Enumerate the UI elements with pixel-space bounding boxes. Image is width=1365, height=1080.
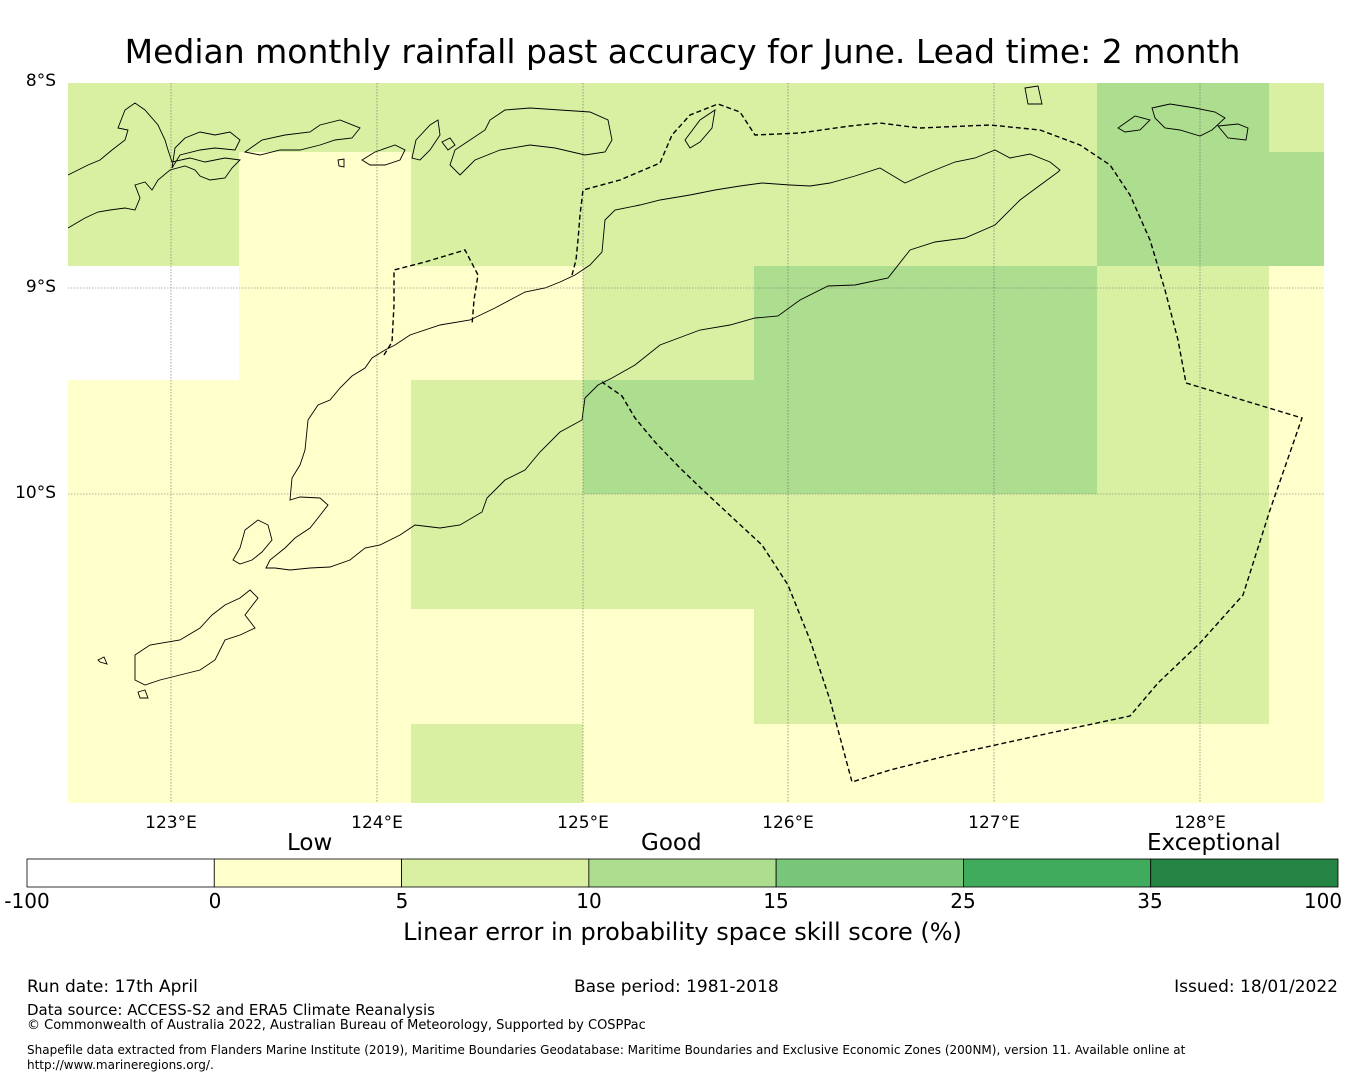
eez-boundary <box>383 103 1303 783</box>
flores-coast-outline <box>67 102 241 229</box>
small-island-outline <box>137 689 149 699</box>
grid-cell <box>583 380 754 494</box>
lat-label-9s: 9°S <box>25 277 56 297</box>
small-island-outline <box>411 119 441 161</box>
lat-label-8s: 8°S <box>25 71 56 91</box>
colorbar-tick-label: 100 <box>1303 889 1343 913</box>
colorbar-segment <box>26 858 215 888</box>
copyright-notice: © Commonwealth of Australia 2022, Austra… <box>27 1018 646 1033</box>
colorbar-tick-label: 25 <box>950 889 976 913</box>
small-island-outline <box>441 137 456 151</box>
grid-cell <box>1097 83 1269 266</box>
skill-grid <box>68 83 1324 803</box>
grid-cell <box>411 380 583 609</box>
shapefile-credit: Shapefile data extracted from Flanders M… <box>27 1043 1186 1072</box>
colorbar-segment <box>1150 858 1339 888</box>
atauro-island-outline <box>361 144 406 166</box>
colorbar-segment <box>213 858 402 888</box>
graticule <box>68 83 1324 803</box>
colorbar-tick-label: 5 <box>395 889 409 913</box>
grid-cell <box>411 724 583 803</box>
colorbar-segment <box>775 858 964 888</box>
grid-cell <box>68 266 239 380</box>
colorbar-tick-label: 0 <box>208 889 222 913</box>
grid-cell <box>583 494 1269 609</box>
map-title: Median monthly rainfall past accuracy fo… <box>124 32 1241 71</box>
base-period: Base period: 1981-2018 <box>574 977 779 997</box>
colorbar-segment <box>401 858 590 888</box>
lat-label-10s: 10°S <box>15 483 56 503</box>
lon-label-125e: 125°E <box>557 813 609 833</box>
issued-date: Issued: 18/01/2022 <box>1174 977 1338 997</box>
lakor-island-outline <box>1217 123 1249 141</box>
grid-cell <box>754 609 1269 724</box>
leti-island-outline <box>1117 115 1151 133</box>
coastlines <box>67 85 1249 699</box>
grid-cell <box>1269 83 1324 152</box>
lon-label-128e: 128°E <box>1174 813 1226 833</box>
colorbar <box>26 858 1339 888</box>
grid-cell <box>411 83 1097 266</box>
small-island-outline <box>97 656 108 665</box>
small-island-outline <box>337 158 345 168</box>
colorbar-tick-label: 15 <box>763 889 789 913</box>
wetar-island-outline <box>449 107 613 176</box>
grid-cell <box>1269 152 1324 266</box>
lon-label-127e: 127°E <box>968 813 1020 833</box>
grid-cell <box>1097 380 1269 494</box>
pantar-island-outline <box>243 119 361 156</box>
category-label-low: Low <box>287 830 333 856</box>
grid-cell <box>1097 266 1269 380</box>
timor-leste-eez-line <box>571 103 1303 783</box>
colorbar-tick-label: 35 <box>1137 889 1163 913</box>
timor-island-outline <box>265 149 1061 571</box>
grid-cell <box>754 266 1097 494</box>
rote-island-outline <box>232 519 273 565</box>
colorbar-tick-label: -100 <box>4 889 50 913</box>
small-island-outline <box>1024 85 1043 105</box>
oecusse-eez-line <box>383 249 479 356</box>
category-label-good: Good <box>641 830 702 856</box>
kisar-island-outline <box>684 109 716 149</box>
grid-cell <box>68 83 239 266</box>
sawu-island-outline <box>134 589 259 686</box>
colorbar-tick-label: 10 <box>576 889 602 913</box>
grid-cell <box>239 83 411 152</box>
run-date: Run date: 17th April <box>27 977 198 997</box>
grid-cell <box>583 266 754 380</box>
colorbar-segment <box>963 858 1152 888</box>
lon-label-123e: 123°E <box>145 813 197 833</box>
colorbar-title: Linear error in probability space skill … <box>403 918 962 946</box>
moa-island-outline <box>1151 103 1226 137</box>
colorbar-segment <box>588 858 777 888</box>
data-source: Data source: ACCESS-S2 and ERA5 Climate … <box>27 1001 435 1019</box>
alor-island-outline <box>171 131 241 169</box>
lon-label-126e: 126°E <box>762 813 814 833</box>
lon-label-124e: 124°E <box>351 813 403 833</box>
category-label-exceptional: Exceptional <box>1147 830 1281 856</box>
